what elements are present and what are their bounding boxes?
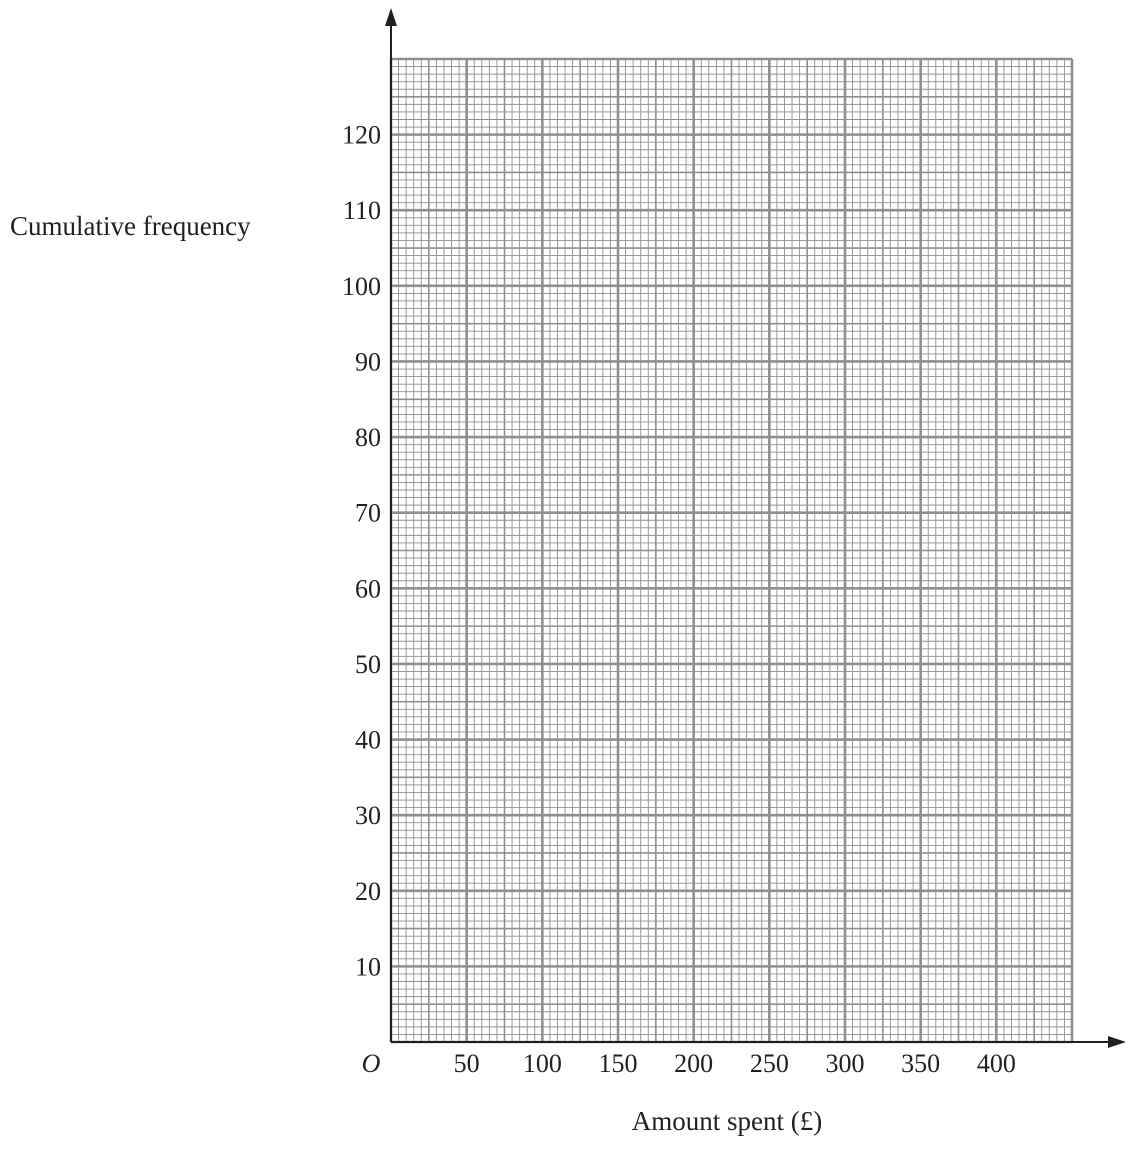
grid-major-lines	[389, 57, 1074, 1044]
axes	[385, 8, 1126, 1048]
x-axis-arrow	[1108, 1036, 1126, 1048]
x-tick-label: 400	[977, 1049, 1016, 1078]
y-tick-label: 80	[355, 423, 381, 452]
y-tick-label: 30	[355, 801, 381, 830]
x-tick-label: 50	[454, 1049, 480, 1078]
y-axis-label: Cumulative frequency	[10, 211, 251, 241]
x-tick-label: 100	[523, 1049, 562, 1078]
x-tick-label: 250	[750, 1049, 789, 1078]
y-tick-label: 70	[355, 499, 381, 528]
x-tick-labels: 50 100 150 200 250 300 350 400	[454, 1049, 1016, 1078]
y-tick-label: 40	[355, 726, 381, 755]
x-tick-label: 350	[901, 1049, 940, 1078]
x-axis-label: Amount spent (£)	[632, 1106, 822, 1136]
y-tick-labels: 10 20 30 40 50 60 70 80 90 100 110 120	[342, 121, 381, 982]
y-tick-label: 90	[355, 347, 381, 376]
origin-label: O	[362, 1049, 381, 1078]
x-tick-label: 300	[826, 1049, 865, 1078]
y-tick-label: 10	[355, 952, 381, 981]
y-tick-label: 20	[355, 877, 381, 906]
x-tick-label: 150	[599, 1049, 638, 1078]
y-tick-label: 120	[342, 121, 381, 150]
y-tick-label: 100	[342, 272, 381, 301]
y-tick-label: 50	[355, 650, 381, 679]
y-tick-label: 60	[355, 574, 381, 603]
x-tick-label: 200	[674, 1049, 713, 1078]
y-axis-arrow	[385, 8, 397, 26]
y-tick-label: 110	[343, 196, 381, 225]
